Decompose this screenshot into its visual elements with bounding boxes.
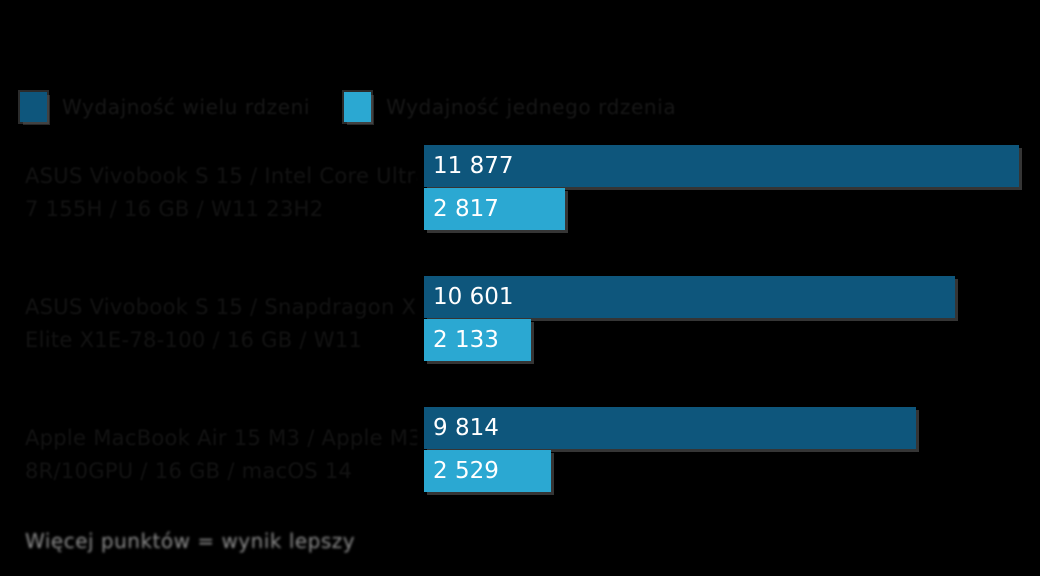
category-label: ASUS Vivobook S 15 / Snapdragon X Elite X…: [25, 291, 417, 357]
bar: 2 817: [424, 188, 565, 230]
legend-swatch-light-blue: [344, 92, 372, 122]
bar-value-label: 10 601: [433, 284, 514, 310]
bar: 2 133: [424, 319, 531, 361]
chart-footnote: Więcej punktów = wynik lepszy: [25, 529, 356, 553]
category-label: ASUS Vivobook S 15 / Intel Core Ultra 7 1…: [25, 160, 417, 226]
bar: 9 814: [424, 407, 916, 449]
category-label-line: ASUS Vivobook S 15 / Snapdragon X: [25, 295, 417, 319]
legend-label: Wydajność jednego rdzenia: [386, 95, 677, 119]
bar-value-label: 9 814: [433, 415, 499, 441]
bar: 11 877: [424, 145, 1019, 187]
legend-label: Wydajność wielu rdzeni: [62, 95, 311, 119]
bar: 2 529: [424, 450, 551, 492]
category-label-line: Elite X1E-78-100 / 16 GB / W11: [25, 328, 363, 352]
category-label-line: 8R/10GPU / 16 GB / macOS 14: [25, 459, 353, 483]
legend-item-singlecore: Wydajność jednego rdzenia: [344, 92, 676, 122]
legend-item-multicore: Wydajność wielu rdzeni: [20, 92, 310, 122]
bar-pair: 10 601 2 133: [424, 276, 955, 361]
category-label-line: 7 155H / 16 GB / W11 23H2: [25, 197, 324, 221]
bar-value-label: 2 529: [433, 458, 499, 484]
category-label-line: ASUS Vivobook S 15 / Intel Core Ultra: [25, 164, 417, 188]
legend-swatch-dark-blue: [20, 92, 47, 122]
chart-legend: Wydajność wielu rdzeni Wydajność jednego…: [20, 92, 710, 122]
bar-pair: 11 877 2 817: [424, 145, 1019, 230]
category-label-line: Apple MacBook Air 15 M3 / Apple M3: [25, 426, 417, 450]
category-label: Apple MacBook Air 15 M3 / Apple M3 8R/10G…: [25, 422, 417, 488]
bar-pair: 9 814 2 529: [424, 407, 916, 492]
bar-value-label: 2 817: [433, 196, 499, 222]
bar: 10 601: [424, 276, 955, 318]
bar-value-label: 11 877: [433, 153, 514, 179]
bar-value-label: 2 133: [433, 327, 499, 353]
